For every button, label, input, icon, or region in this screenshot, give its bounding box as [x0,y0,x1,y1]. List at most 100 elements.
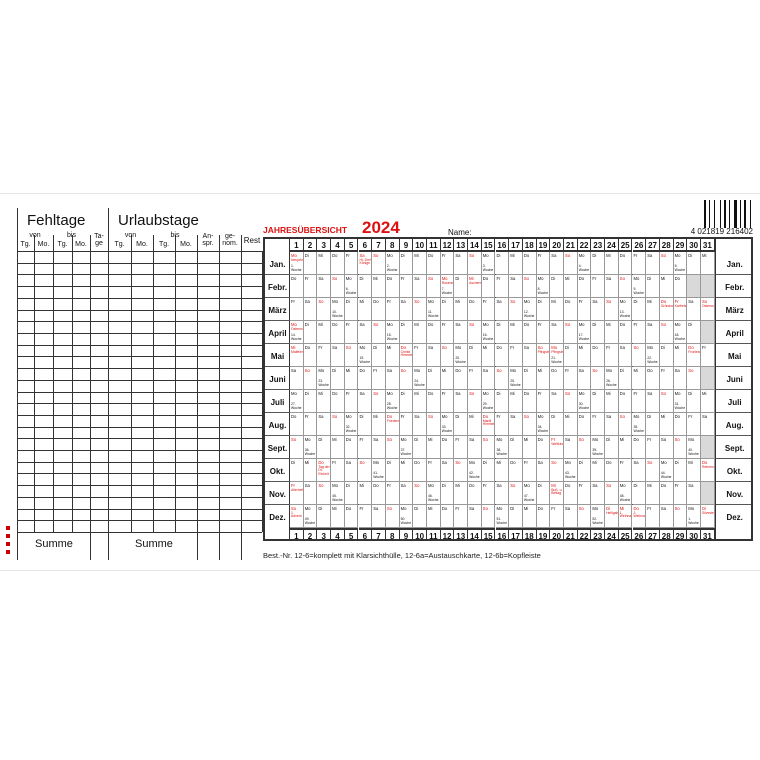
day-cell: Di [522,367,537,390]
day-cell: Mo 49. Woche [303,505,318,528]
day-cell: Sa [454,252,469,275]
week-number-label: 19. Woche [359,355,371,365]
weekday-label: Do [537,437,543,442]
table-row-line [17,286,262,288]
day-cell: Mo 5. Woche [673,252,688,275]
weekday-label: Do [537,506,543,511]
month-label-left: Mai [270,352,285,361]
weekday-label: Mi [318,253,323,258]
week-number-label: 15. Woche [386,332,398,342]
weekday-label: Di [633,299,638,304]
day-cell: Mi [358,298,373,321]
day-cell: Do [659,482,674,505]
week-number-label: 32. Woche [345,424,357,434]
day-cell: Mo 35. Woche [632,413,647,436]
day-cell: Mo 11. Woche [427,298,441,321]
table-column-line [90,235,91,560]
weekday-label: Do [428,322,434,327]
day-cell: Fr [372,367,386,390]
weekday-label: So [578,437,584,442]
weekday-label: Di [647,276,652,281]
weekday-label: Di [414,437,419,442]
weekday-label: Di [400,391,405,396]
weekday-label: Fr [332,460,337,465]
day-number-header: 16 [495,239,510,252]
day-cell: Di [331,367,345,390]
weekday-label: Sa [647,322,653,327]
weekday-label: Mi [592,460,597,465]
day-cell: Mi [481,344,496,367]
day-cell: Sa [372,505,386,528]
weekday-label: Fr [551,437,556,442]
weekday-label: So [565,322,571,327]
day-cell: Fr [317,344,332,367]
week-number-label: 51. Woche [496,516,508,526]
day-cell: Mo 23. Woche [317,367,332,390]
month-label-left: Juni [269,375,286,384]
table-column-line [197,235,198,560]
weekday-label: So [496,368,502,373]
day-cell: Sa [454,321,469,344]
day-cell: Mo 13. Woche [618,298,633,321]
weekday-label: Do [647,368,653,373]
holiday-name: Fronleichnam [688,349,701,354]
weekday-label: Di [578,460,583,465]
day-cell: So [468,321,482,344]
weekday-label: Sa [414,414,420,419]
day-number-footer: 11 [427,528,441,541]
weekday-label: Sa [551,322,557,327]
weekday-label: Fr [345,322,350,327]
weekday-label: So [537,345,543,350]
day-cell: Fr [399,275,414,298]
month-label-left: März [268,306,287,315]
day-cell: Sa [468,505,482,528]
day-cell: Mi Buß- u. Bettag [550,482,564,505]
day-cell: Mi [413,390,427,413]
day-cell: Sa [495,482,510,505]
day-number-header: 29 [673,239,688,252]
day-cell: Mo 26. Woche [605,367,619,390]
day-cell: Mo 18. Woche [673,321,688,344]
day-cell: Sa [659,436,674,459]
holiday-name: Buß- u. Bettag [551,487,563,496]
weekday-label: Do [565,483,571,488]
week-number-label: 48. Woche [619,493,631,503]
weekday-label: So [386,437,393,442]
day-cell: Di [509,436,523,459]
day-number-footer: 19 [536,528,551,541]
week-number-label: 18. Woche [674,332,686,342]
barcode [704,200,753,228]
day-cell: Do [454,367,469,390]
weekday-label: Fr [688,414,693,419]
weekday-label: Do [359,368,365,373]
weekday-label: Mi [318,391,323,396]
day-cell: Do [632,436,647,459]
table-column-line [175,235,176,532]
weekday-label: Do [619,391,626,396]
weekday-label: Mi [633,368,638,373]
weekday-label: So [592,368,598,373]
weekday-label: Sa [359,322,365,327]
day-cell: Fr [701,344,715,367]
day-cell: Mo Neujahr 1. Woche [290,252,304,275]
day-number-footer: 25 [618,528,633,541]
day-cell: Fr [358,436,373,459]
day-cell: Fr [509,344,523,367]
day-cell: So [618,275,633,298]
weekday-label: Fr [702,345,706,350]
table-row-line [17,297,262,299]
day-cell [687,275,701,298]
weekday-label: Sa [414,276,420,281]
day-cell: Mo 25. Woche [509,367,523,390]
day-cell: So [509,482,523,505]
day-cell: Mo 17. Woche [577,321,592,344]
weekday-label: Do [619,322,626,327]
weekday-label: Fr [578,299,583,304]
weekday-label: Do [510,460,516,465]
day-cell: Mo 22. Woche [646,344,660,367]
day-cell: Sa [440,459,455,482]
day-number-header: 9 [399,239,414,252]
day-cell: FrWeltkindertag [550,436,564,459]
weekday-label: Do [619,253,626,258]
weekday-label: Mi [332,437,337,442]
